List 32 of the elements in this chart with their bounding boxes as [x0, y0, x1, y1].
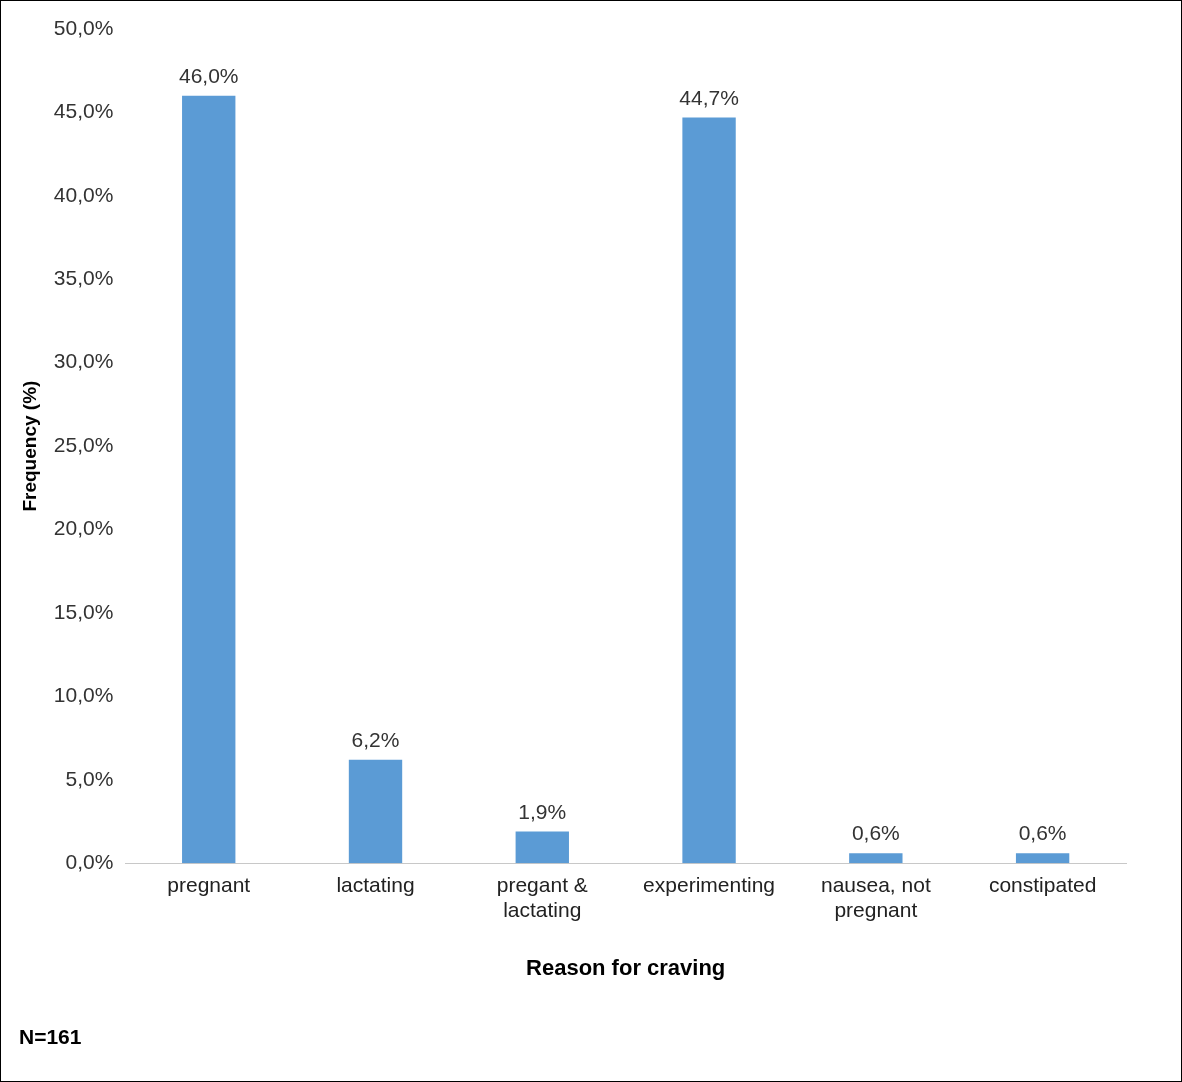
x-axis-title: Reason for craving — [526, 954, 726, 980]
x-tick-label: pregant & lactating — [496, 872, 588, 921]
bar — [515, 831, 569, 864]
y-tick-label: 30,0% — [53, 349, 114, 373]
bar — [348, 759, 403, 864]
data-label: 1,9% — [518, 799, 567, 823]
data-label: 46,0% — [178, 64, 239, 88]
x-tick-label: nausea, not pregnant — [820, 872, 931, 921]
y-tick-label: 0,0% — [65, 850, 114, 873]
x-tick-label: experimenting — [643, 872, 776, 896]
x-tick-label: pregnant — [167, 872, 251, 896]
y-tick-label: 5,0% — [65, 766, 114, 790]
bar — [682, 117, 736, 864]
data-label: 6,2% — [351, 728, 400, 752]
y-tick-label: 15,0% — [53, 599, 114, 623]
bar — [182, 95, 236, 864]
bar — [1015, 853, 1070, 864]
x-tick-label: lactating — [336, 872, 415, 896]
y-tick-label: 25,0% — [53, 432, 114, 456]
text: N=161 — [19, 1025, 82, 1048]
data-label: 0,6% — [851, 821, 900, 845]
y-tick-label: 35,0% — [53, 266, 114, 290]
y-tick-label: 45,0% — [53, 99, 114, 123]
y-tick-label: 20,0% — [53, 516, 114, 540]
data-label: 44,7% — [679, 85, 739, 109]
y-tick-label: 40,0% — [53, 182, 114, 206]
y-axis-title: Frequency (%) — [18, 380, 40, 512]
bar — [849, 853, 903, 864]
y-tick-label: 10,0% — [53, 683, 114, 707]
x-tick-label: constipated — [988, 872, 1097, 896]
y-tick-label: 50,0% — [53, 15, 114, 39]
data-label: 0,6% — [1018, 821, 1067, 845]
